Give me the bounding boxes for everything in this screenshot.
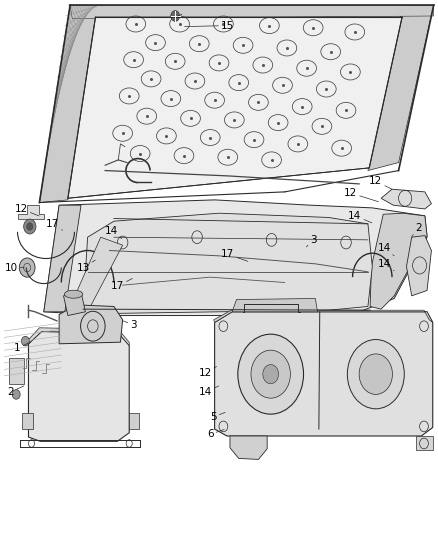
- Text: 3: 3: [123, 320, 137, 330]
- Polygon shape: [59, 305, 123, 344]
- Polygon shape: [27, 328, 129, 345]
- Polygon shape: [44, 205, 81, 312]
- Text: 10: 10: [4, 263, 25, 272]
- Polygon shape: [28, 332, 129, 441]
- Text: 17: 17: [221, 249, 248, 261]
- Text: 2: 2: [412, 223, 422, 237]
- Text: 3: 3: [306, 235, 317, 247]
- Bar: [22, 413, 33, 429]
- Text: 12: 12: [344, 188, 378, 201]
- Text: 17: 17: [46, 219, 63, 230]
- Text: 2: 2: [7, 386, 24, 397]
- Text: 12: 12: [14, 204, 39, 216]
- Polygon shape: [64, 292, 85, 316]
- Text: 12: 12: [369, 176, 392, 189]
- Text: 6: 6: [207, 430, 224, 439]
- Text: 5: 5: [210, 412, 225, 422]
- Polygon shape: [68, 17, 402, 198]
- Ellipse shape: [64, 290, 83, 298]
- Text: 12: 12: [198, 367, 216, 378]
- Circle shape: [19, 258, 35, 277]
- Bar: [9, 358, 24, 384]
- Polygon shape: [68, 237, 123, 312]
- Polygon shape: [230, 436, 267, 459]
- Circle shape: [12, 390, 20, 399]
- Polygon shape: [44, 200, 427, 316]
- Text: 1: 1: [14, 342, 30, 353]
- Polygon shape: [215, 312, 433, 436]
- Text: 14: 14: [378, 243, 394, 256]
- Circle shape: [171, 11, 180, 21]
- Circle shape: [238, 334, 304, 414]
- Circle shape: [359, 354, 392, 394]
- Polygon shape: [381, 189, 431, 209]
- Polygon shape: [83, 213, 372, 313]
- Bar: [129, 413, 139, 429]
- Text: 14: 14: [105, 226, 122, 239]
- Text: 14: 14: [378, 259, 394, 271]
- Circle shape: [251, 350, 290, 398]
- Text: 15: 15: [184, 21, 234, 30]
- Polygon shape: [39, 5, 101, 203]
- Text: 17: 17: [111, 278, 132, 291]
- Circle shape: [24, 219, 36, 234]
- Polygon shape: [416, 436, 433, 450]
- Text: 14: 14: [348, 211, 372, 223]
- Polygon shape: [18, 205, 44, 219]
- Polygon shape: [368, 5, 434, 171]
- Circle shape: [21, 336, 29, 346]
- Text: 14: 14: [198, 386, 219, 397]
- Polygon shape: [232, 298, 318, 312]
- Polygon shape: [214, 310, 433, 322]
- Polygon shape: [406, 236, 431, 296]
- Polygon shape: [70, 5, 434, 19]
- Circle shape: [27, 223, 33, 230]
- Circle shape: [263, 365, 279, 384]
- Circle shape: [347, 340, 404, 409]
- Text: 13: 13: [77, 260, 95, 273]
- Polygon shape: [370, 213, 427, 309]
